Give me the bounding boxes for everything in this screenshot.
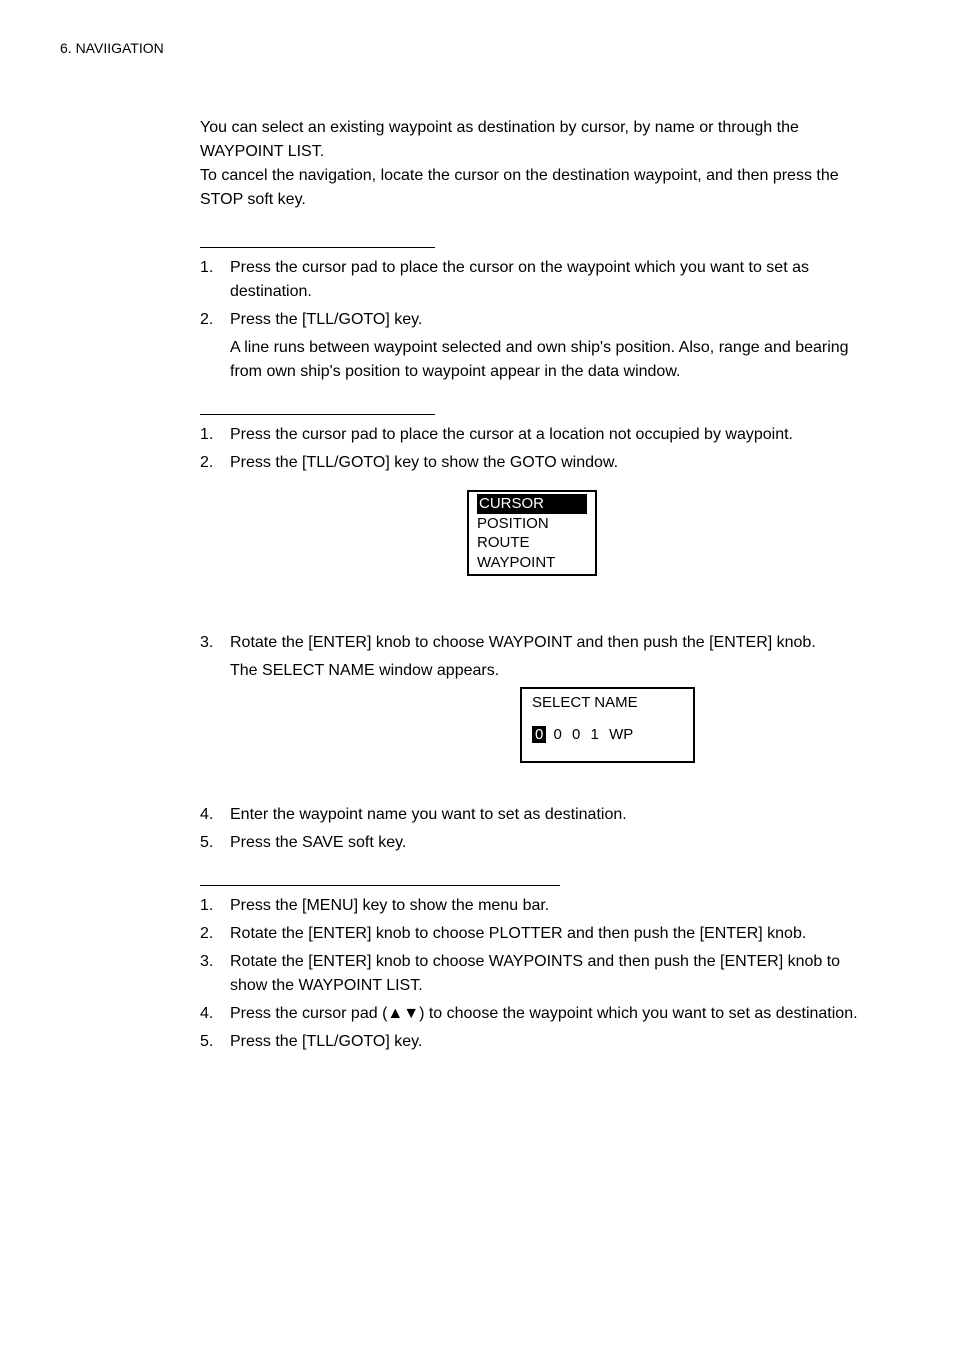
item-number: 3. [200,631,230,683]
item-number: 3. [200,950,230,998]
select-name-char-3: 1 [591,726,602,743]
list-item: 5. Press the SAVE soft key. [200,831,864,855]
item-number: 1. [200,256,230,304]
select-name-window: SELECT NAME 0 0 0 1 WP [520,687,695,763]
select-name-title: SELECT NAME [522,689,693,714]
item-text: Press the cursor pad to place the cursor… [230,423,864,447]
item-text: Rotate the [ENTER] knob to choose WAYPOI… [230,634,816,651]
list-item: 2. Press the [TLL/GOTO] key. A line runs… [200,308,864,384]
item-text: Press the cursor pad (▲▼) to choose the … [230,1002,864,1026]
item-text: Rotate the [ENTER] knob to choose PLOTTE… [230,922,864,946]
select-name-value: 0 0 0 1 WP [522,714,693,761]
goto-window: CURSOR POSITION ROUTE WAYPOINT [467,490,597,576]
item-number: 1. [200,423,230,447]
item-text: Press the [TLL/GOTO] key. [230,311,422,328]
item-number: 4. [200,1002,230,1026]
item-number: 5. [200,831,230,855]
item-number: 5. [200,1030,230,1054]
list-item: 1. Press the [MENU] key to show the menu… [200,894,864,918]
goto-option-cursor: CURSOR [477,494,587,514]
item-number: 4. [200,803,230,827]
item-body: Rotate the [ENTER] knob to choose WAYPOI… [230,631,864,683]
item-number: 2. [200,451,230,475]
list-item: 4. Enter the waypoint name you want to s… [200,803,864,827]
intro-p1: You can select an existing waypoint as d… [200,119,799,160]
item-text: Press the [TLL/GOTO] key to show the GOT… [230,451,864,475]
item-subtext: A line runs between waypoint selected an… [230,336,864,384]
section-divider-1 [200,247,435,248]
item-number: 2. [200,922,230,946]
item-body: Press the [TLL/GOTO] key. A line runs be… [230,308,864,384]
section3-list: 1. Press the [MENU] key to show the menu… [200,894,864,1054]
item-text: Press the [TLL/GOTO] key. [230,1030,864,1054]
goto-option-waypoint: WAYPOINT [477,553,587,573]
item-text: Rotate the [ENTER] knob to choose WAYPOI… [230,950,864,998]
intro-p2: To cancel the navigation, locate the cur… [200,167,839,208]
page-header: 6. NAVIIGATION [60,40,954,56]
goto-window-inner: CURSOR POSITION ROUTE WAYPOINT [469,492,595,574]
list-item: 2. Rotate the [ENTER] knob to choose PLO… [200,922,864,946]
section1-list: 1. Press the cursor pad to place the cur… [200,256,864,384]
select-name-char-0: 0 [532,726,546,743]
list-item: 1. Press the cursor pad to place the cur… [200,423,864,447]
select-name-char-2: 0 [572,726,583,743]
item-text: Press the cursor pad to place the cursor… [230,256,864,304]
list-item: 2. Press the [TLL/GOTO] key to show the … [200,451,864,475]
section2-list3: 4. Enter the waypoint name you want to s… [200,803,864,855]
section-divider-2 [200,414,435,415]
select-name-char-1: 0 [554,726,565,743]
goto-option-position: POSITION [477,514,587,534]
intro-paragraph: You can select an existing waypoint as d… [200,116,864,212]
section2-list: 1. Press the cursor pad to place the cur… [200,423,864,475]
list-item: 3. Rotate the [ENTER] knob to choose WAY… [200,950,864,998]
section2-list2: 3. Rotate the [ENTER] knob to choose WAY… [200,631,864,683]
list-item: 3. Rotate the [ENTER] knob to choose WAY… [200,631,864,683]
goto-option-route: ROUTE [477,533,587,553]
item-text: Enter the waypoint name you want to set … [230,803,864,827]
main-content: You can select an existing waypoint as d… [200,116,864,1054]
item-text: Press the SAVE soft key. [230,831,864,855]
item-text: Press the [MENU] key to show the menu ba… [230,894,864,918]
section-divider-3 [200,885,560,886]
item-number: 2. [200,308,230,384]
select-name-suffix: WP [609,726,633,743]
list-item: 1. Press the cursor pad to place the cur… [200,256,864,304]
list-item: 5. Press the [TLL/GOTO] key. [200,1030,864,1054]
list-item: 4. Press the cursor pad (▲▼) to choose t… [200,1002,864,1026]
item-subtext: The SELECT NAME window appears. [230,659,864,683]
item-number: 1. [200,894,230,918]
